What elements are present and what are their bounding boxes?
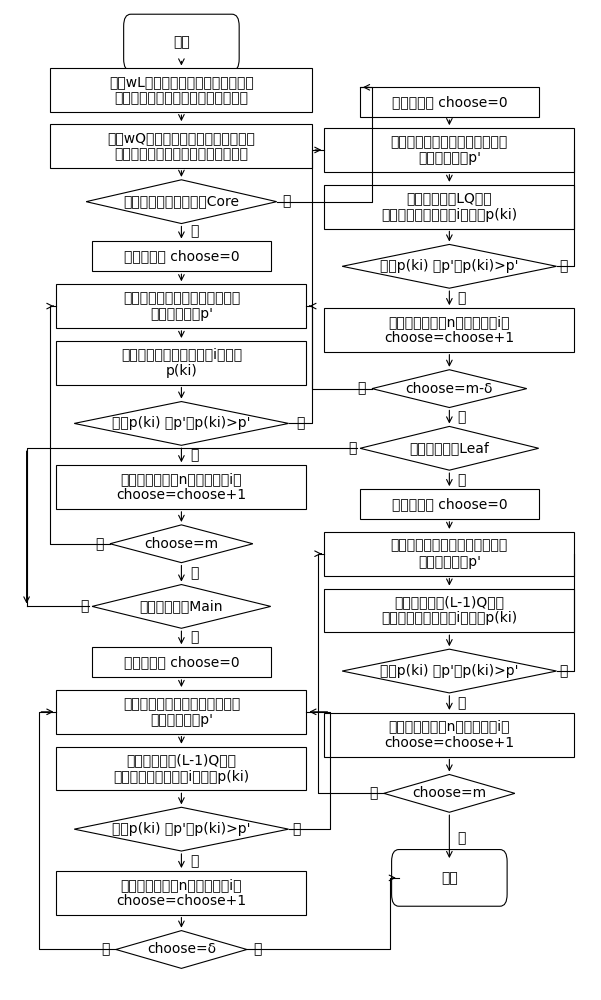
Text: 是否是叶子层Leaf: 是否是叶子层Leaf: [409, 441, 489, 455]
Text: choose=m-δ: choose=m-δ: [406, 382, 493, 396]
FancyBboxPatch shape: [56, 747, 307, 790]
Polygon shape: [92, 585, 270, 628]
Text: 否: 否: [370, 786, 378, 800]
Text: 根据wL节点在层次中的分布权重为概
率计算，确定新增加节点的归属层次: 根据wL节点在层次中的分布权重为概 率计算，确定新增加节点的归属层次: [109, 75, 254, 105]
FancyBboxPatch shape: [56, 690, 307, 734]
FancyBboxPatch shape: [360, 489, 538, 519]
Polygon shape: [342, 244, 557, 288]
FancyBboxPatch shape: [50, 68, 313, 112]
FancyBboxPatch shape: [325, 308, 575, 352]
FancyBboxPatch shape: [56, 871, 307, 915]
Text: 连接新增加节点n和旧有节点i，
choose=choose+1: 连接新增加节点n和旧有节点i， choose=choose+1: [117, 878, 246, 908]
FancyBboxPatch shape: [56, 284, 307, 328]
Polygon shape: [86, 180, 276, 224]
FancyBboxPatch shape: [56, 465, 307, 509]
Text: choose=m: choose=m: [412, 786, 486, 800]
Text: 比较p(ki) 与p'，p(ki)>p': 比较p(ki) 与p'，p(ki)>p': [380, 664, 519, 678]
Polygon shape: [342, 649, 557, 693]
FancyBboxPatch shape: [92, 241, 270, 271]
Text: 根据wQ节点在区间中的分布权重为概
率计算，确定新增加节点的归属区间: 根据wQ节点在区间中的分布权重为概 率计算，确定新增加节点的归属区间: [108, 131, 255, 161]
FancyBboxPatch shape: [392, 850, 507, 906]
FancyBboxPatch shape: [325, 185, 575, 229]
Text: 是: 是: [191, 630, 199, 644]
Text: 产生一个随机数，作为新节点本
次的连接概率p': 产生一个随机数，作为新节点本 次的连接概率p': [391, 539, 508, 569]
Polygon shape: [75, 402, 288, 445]
Text: choose=δ: choose=δ: [147, 942, 216, 956]
Polygon shape: [75, 807, 288, 851]
Text: 是: 是: [191, 448, 199, 462]
Text: 比较p(ki) 与p'，p(ki)>p': 比较p(ki) 与p'，p(ki)>p': [112, 416, 251, 430]
Text: 否: 否: [560, 664, 568, 678]
Text: 是: 是: [191, 854, 199, 868]
Text: 产生一个随机数，作为新节点本
次的连接概率p': 产生一个随机数，作为新节点本 次的连接概率p': [123, 291, 240, 321]
Text: 是: 是: [457, 696, 466, 710]
Text: 是: 是: [457, 831, 466, 845]
Text: 比较p(ki) 与p'，p(ki)>p': 比较p(ki) 与p'，p(ki)>p': [112, 822, 251, 836]
Text: 否: 否: [560, 259, 568, 273]
Text: 是: 是: [457, 291, 466, 305]
FancyBboxPatch shape: [325, 532, 575, 576]
Text: 否: 否: [81, 599, 89, 613]
Text: 比较p(ki) 与p'，p(ki)>p': 比较p(ki) 与p'，p(ki)>p': [380, 259, 519, 273]
Text: 从同区间同层LQ区域
内节点随机选取节点i，计算p(ki): 从同区间同层LQ区域 内节点随机选取节点i，计算p(ki): [381, 192, 517, 222]
Text: 连接新增加节点n和旧有节点i，
choose=choose+1: 连接新增加节点n和旧有节点i， choose=choose+1: [384, 315, 514, 345]
FancyBboxPatch shape: [325, 128, 575, 172]
Polygon shape: [384, 774, 515, 812]
Text: 产生一个随机数，作为新节点本
次的连接概率p': 产生一个随机数，作为新节点本 次的连接概率p': [123, 697, 240, 727]
Text: 是否是主体层Main: 是否是主体层Main: [139, 599, 223, 613]
Text: 是: 是: [191, 567, 199, 581]
Text: 产生一个随机数，作为新节点本
次的连接概率p': 产生一个随机数，作为新节点本 次的连接概率p': [391, 135, 508, 165]
Text: 新建连接数 choose=0: 新建连接数 choose=0: [391, 95, 507, 109]
Text: 连接新增加节点n和旧有节点i，
choose=choose+1: 连接新增加节点n和旧有节点i， choose=choose+1: [117, 472, 246, 502]
Polygon shape: [110, 525, 253, 563]
Text: 结束: 结束: [441, 871, 458, 885]
FancyBboxPatch shape: [325, 589, 575, 632]
Text: 是否是最内圈，核心层Core: 是否是最内圈，核心层Core: [123, 195, 239, 209]
Text: choose=m: choose=m: [144, 537, 219, 551]
FancyBboxPatch shape: [360, 87, 538, 117]
Text: 从同区间上层(L-1)Q区域
内节点随机选取节点i，计算p(ki): 从同区间上层(L-1)Q区域 内节点随机选取节点i，计算p(ki): [381, 595, 517, 625]
Text: 是: 是: [191, 225, 199, 238]
Polygon shape: [360, 426, 538, 470]
FancyBboxPatch shape: [92, 647, 270, 677]
Text: 是: 是: [253, 942, 261, 956]
Text: 否: 否: [102, 942, 110, 956]
Text: 否: 否: [282, 195, 291, 209]
Text: 新建连接数 choose=0: 新建连接数 choose=0: [124, 249, 239, 263]
Text: 是: 是: [457, 410, 466, 424]
Text: 开始: 开始: [173, 36, 190, 50]
Text: 新建连接数 choose=0: 新建连接数 choose=0: [124, 655, 239, 669]
Text: 新建连接数 choose=0: 新建连接数 choose=0: [391, 497, 507, 511]
Text: 否: 否: [349, 441, 357, 455]
FancyBboxPatch shape: [325, 713, 575, 757]
Text: 从核心层中随机选取节点i，计算
p(ki): 从核心层中随机选取节点i，计算 p(ki): [121, 348, 242, 378]
Polygon shape: [116, 931, 247, 968]
Text: 从同区间上层(L-1)Q区域
内节点随机选取节点i，计算p(ki): 从同区间上层(L-1)Q区域 内节点随机选取节点i，计算p(ki): [114, 753, 249, 784]
Text: 否: 否: [293, 822, 301, 836]
Text: 是: 是: [457, 473, 466, 487]
Text: 连接新增加节点n和旧有节点i，
choose=choose+1: 连接新增加节点n和旧有节点i， choose=choose+1: [384, 720, 514, 750]
FancyBboxPatch shape: [124, 14, 239, 71]
Text: 否: 否: [296, 416, 305, 430]
Polygon shape: [372, 370, 526, 408]
Text: 否: 否: [96, 537, 104, 551]
FancyBboxPatch shape: [56, 341, 307, 385]
Text: 否: 否: [358, 382, 366, 396]
FancyBboxPatch shape: [50, 124, 313, 168]
